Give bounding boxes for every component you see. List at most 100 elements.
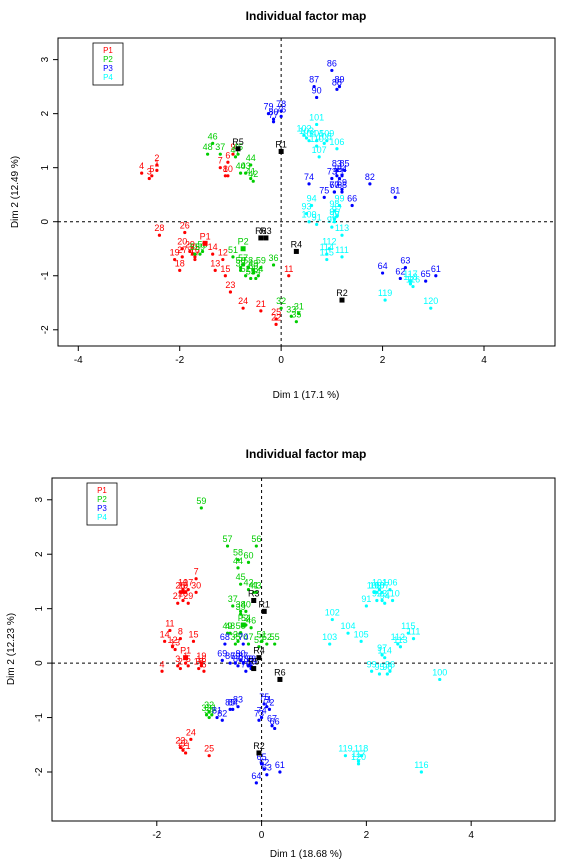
point-label: 49 bbox=[248, 258, 258, 268]
point-marker bbox=[262, 702, 266, 706]
point-label: 21 bbox=[181, 741, 191, 751]
point-marker bbox=[380, 598, 384, 603]
point-label: P1 bbox=[180, 646, 191, 656]
point-marker bbox=[434, 274, 438, 278]
point-marker bbox=[340, 187, 344, 191]
point-label: 2 bbox=[154, 153, 159, 163]
y-tick-label: 3 bbox=[34, 497, 45, 503]
point-label: 21 bbox=[256, 299, 266, 309]
point-label: 72 bbox=[264, 697, 274, 707]
point-marker bbox=[231, 152, 235, 156]
point-label: 43 bbox=[251, 580, 261, 590]
point-marker bbox=[271, 120, 276, 124]
point-label: 18 bbox=[194, 657, 204, 667]
point-label: 99 bbox=[367, 659, 377, 669]
point-label: 117 bbox=[403, 269, 417, 279]
point-marker bbox=[198, 252, 202, 256]
point-label: 93 bbox=[301, 202, 311, 212]
supplementary-point-marker bbox=[293, 248, 299, 254]
point-label: 95 bbox=[374, 662, 384, 672]
point-label: 107 bbox=[312, 145, 327, 155]
point-marker bbox=[403, 266, 407, 270]
y-axis-label: Dim 2 (12.23 %) bbox=[6, 613, 17, 685]
point-label: 94 bbox=[380, 591, 390, 601]
point-marker bbox=[385, 672, 389, 676]
point-marker bbox=[256, 274, 260, 278]
point-label: 3 bbox=[175, 654, 180, 664]
point-label: 54 bbox=[241, 613, 251, 623]
point-marker bbox=[181, 590, 185, 594]
point-label: 53 bbox=[254, 635, 264, 645]
point-label: 47 bbox=[230, 145, 240, 155]
point-label: 15 bbox=[220, 264, 230, 274]
point-marker bbox=[193, 257, 197, 262]
point-label: 22 bbox=[178, 738, 188, 748]
point-label: 116 bbox=[406, 275, 420, 285]
point-marker bbox=[181, 598, 185, 603]
point-marker bbox=[325, 252, 329, 256]
point-marker bbox=[335, 87, 339, 91]
point-marker bbox=[231, 604, 235, 608]
point-label: 8 bbox=[178, 627, 183, 637]
point-marker bbox=[332, 209, 336, 213]
point-label: 28 bbox=[178, 589, 188, 599]
point-label: 81 bbox=[390, 185, 400, 195]
point-marker bbox=[241, 306, 245, 310]
point-label: 102 bbox=[296, 123, 311, 133]
point-label: 23 bbox=[175, 736, 185, 746]
point-marker bbox=[375, 590, 379, 594]
point-label: 65 bbox=[421, 269, 431, 279]
point-marker bbox=[186, 601, 190, 605]
point-marker bbox=[180, 255, 184, 259]
plot-frame bbox=[57, 37, 556, 347]
point-label: 14 bbox=[160, 629, 170, 639]
point-marker bbox=[340, 174, 344, 178]
point-marker bbox=[332, 220, 336, 224]
point-marker bbox=[226, 174, 230, 178]
point-label: R2 bbox=[253, 741, 265, 751]
point-marker bbox=[254, 590, 258, 594]
point-label: 77 bbox=[249, 657, 259, 667]
point-label: 74 bbox=[304, 172, 314, 182]
point-label: 84 bbox=[228, 697, 238, 707]
point-marker bbox=[279, 109, 283, 113]
point-label: 115 bbox=[320, 248, 334, 258]
point-label: 45 bbox=[236, 572, 246, 582]
point-label: 91 bbox=[312, 212, 322, 222]
point-label: 91 bbox=[361, 594, 371, 604]
point-label: 50 bbox=[236, 621, 246, 631]
point-label: 98 bbox=[329, 199, 339, 209]
point-label: 56 bbox=[198, 239, 208, 249]
point-marker bbox=[304, 212, 309, 216]
point-label: 11 bbox=[165, 618, 174, 628]
point-label: 55 bbox=[270, 632, 280, 642]
point-marker bbox=[266, 112, 271, 116]
point-label: 53 bbox=[246, 266, 256, 276]
point-marker bbox=[236, 664, 240, 668]
point-marker bbox=[372, 590, 376, 594]
point-marker bbox=[259, 309, 263, 313]
point-marker bbox=[350, 203, 354, 208]
point-label: 41 bbox=[246, 166, 256, 176]
point-marker bbox=[251, 179, 255, 183]
point-marker bbox=[210, 713, 214, 717]
point-label: 5 bbox=[186, 654, 191, 664]
point-marker bbox=[220, 718, 224, 722]
point-label: 26 bbox=[175, 580, 185, 590]
point-label: 68 bbox=[337, 180, 347, 190]
point-marker bbox=[184, 661, 188, 665]
point-label: 29 bbox=[185, 239, 195, 249]
point-marker bbox=[267, 707, 272, 711]
point-label: 100 bbox=[302, 210, 317, 220]
point-label: 32 bbox=[204, 700, 214, 710]
point-marker bbox=[183, 230, 187, 235]
point-marker bbox=[249, 276, 253, 281]
legend-entry: P1 bbox=[103, 46, 113, 55]
point-marker bbox=[233, 661, 237, 665]
point-marker bbox=[346, 631, 350, 635]
point-marker bbox=[383, 656, 387, 660]
point-marker bbox=[249, 176, 253, 181]
point-label: 97 bbox=[377, 643, 387, 653]
point-label: 96 bbox=[385, 659, 395, 669]
